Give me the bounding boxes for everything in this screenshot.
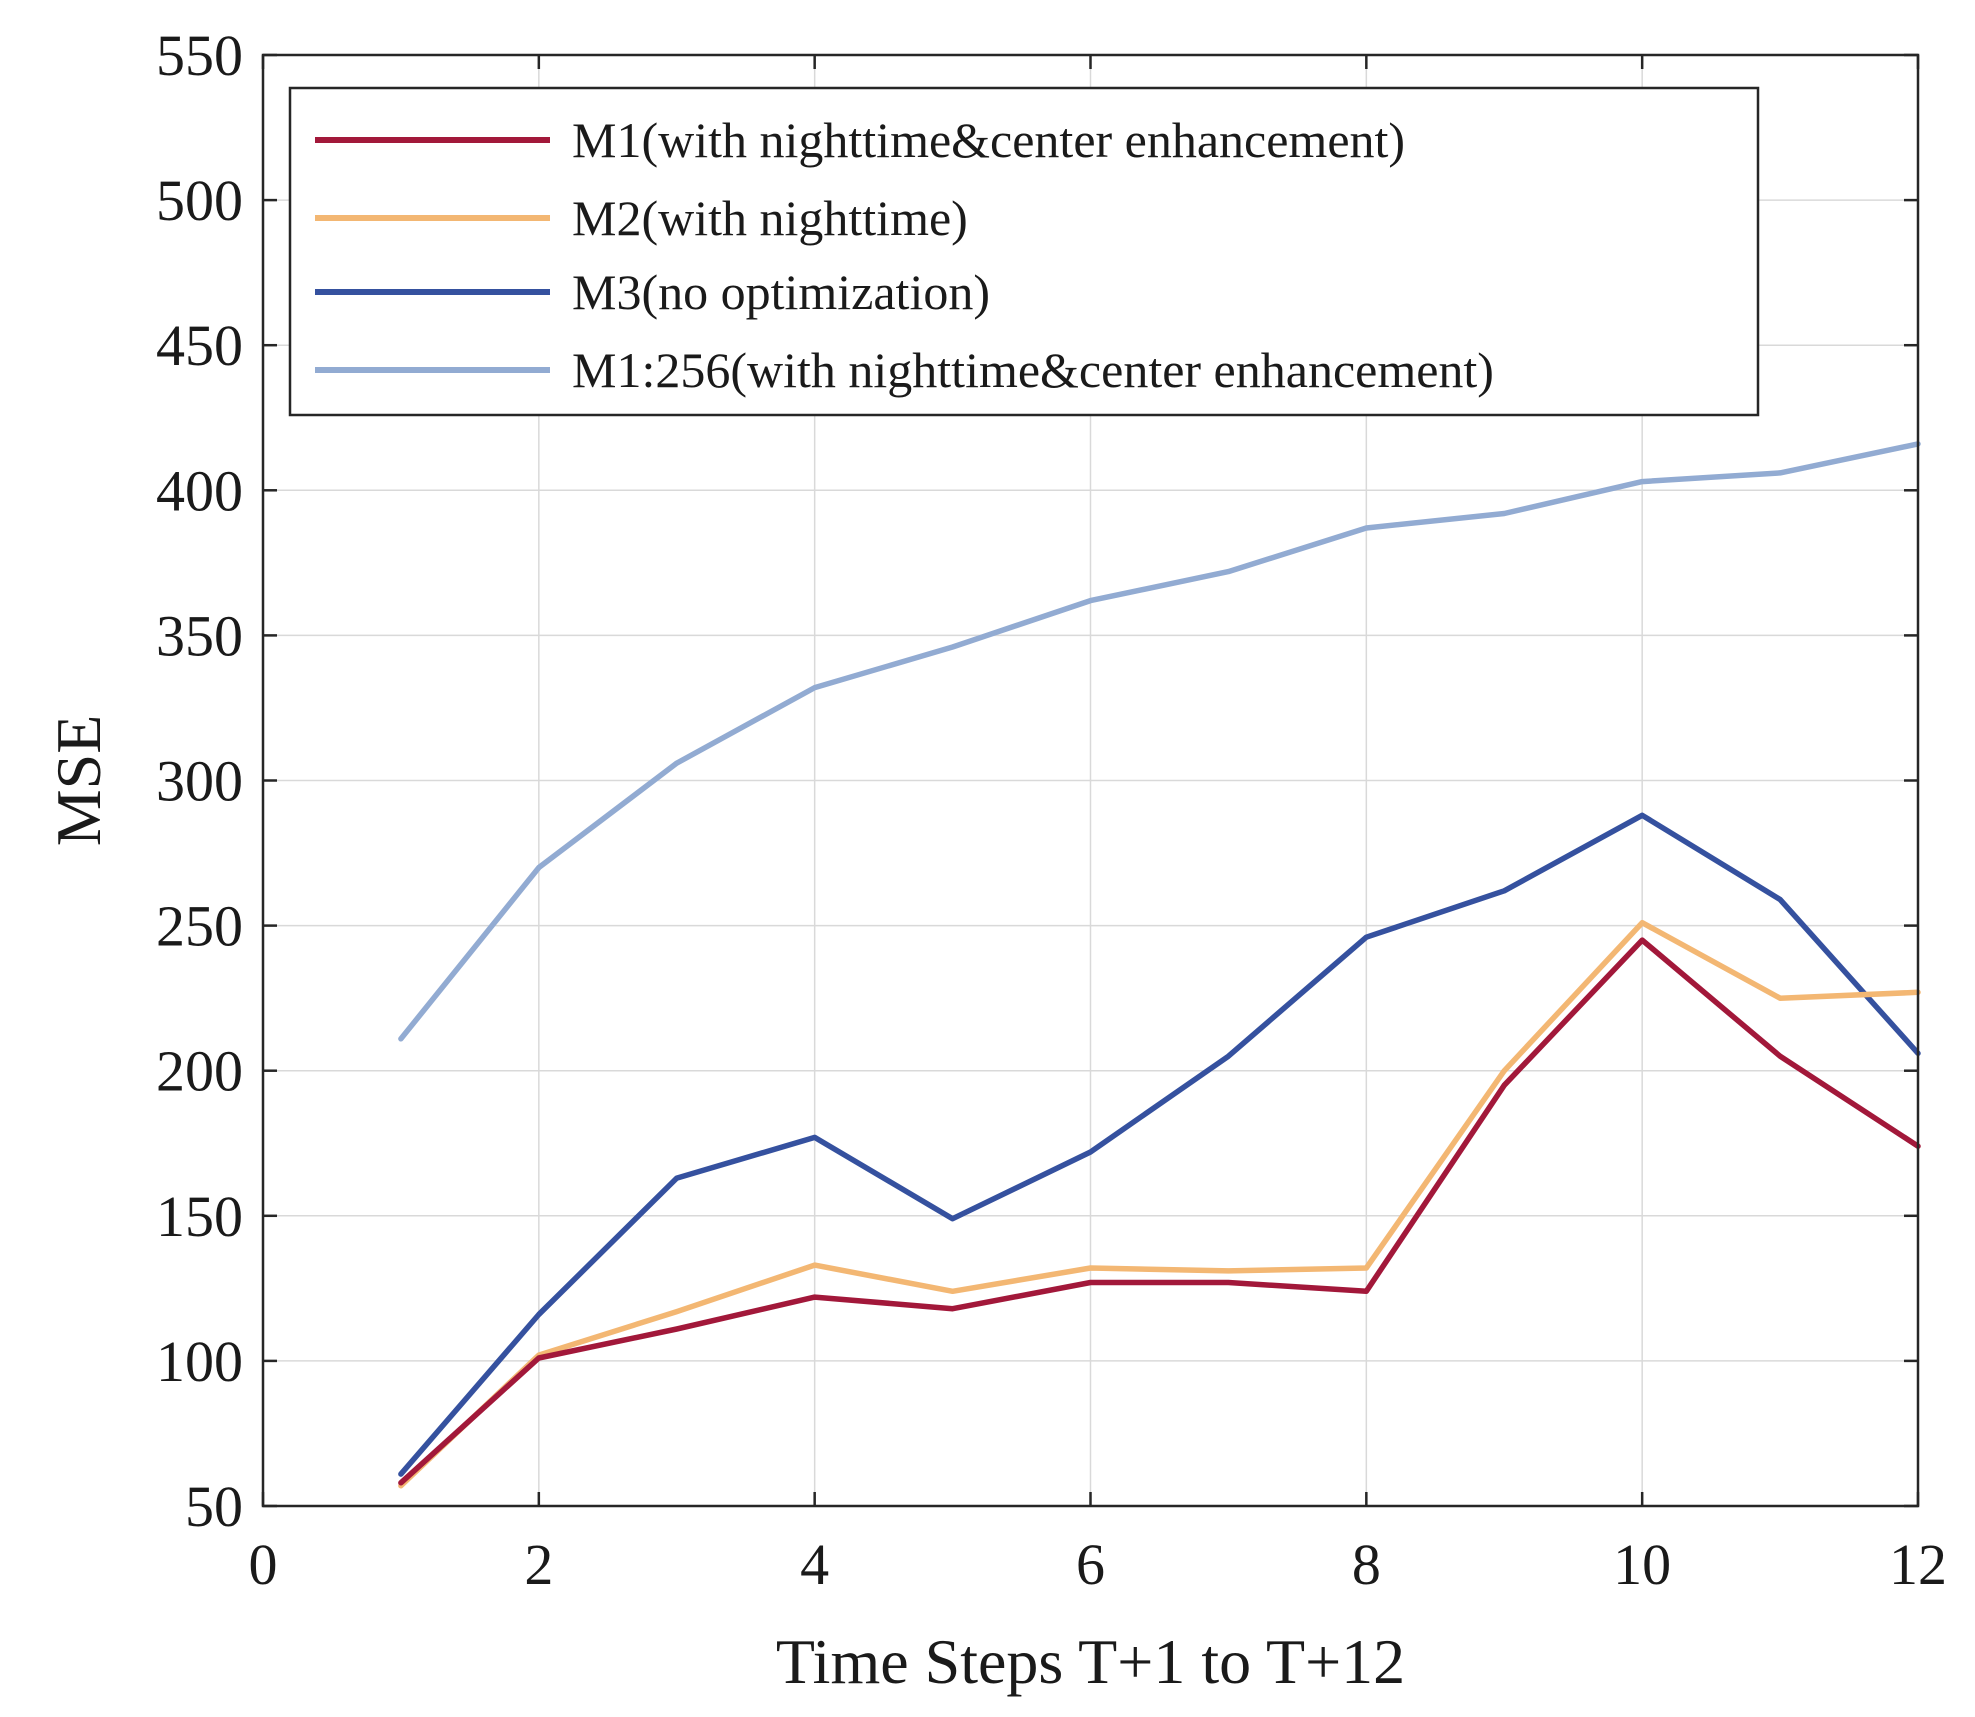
legend-label-1: M1(with nighttime&center enhancement) xyxy=(572,112,1405,168)
x-tick-label: 6 xyxy=(1076,1532,1105,1597)
legend-label-4: M1:256(with nighttime&center enhancement… xyxy=(572,342,1494,398)
y-tick-label: 500 xyxy=(156,168,243,233)
x-tick-label: 8 xyxy=(1352,1532,1381,1597)
legend-label-2: M2(with nighttime) xyxy=(572,190,968,246)
y-tick-label: 250 xyxy=(156,894,243,959)
y-axis-title: MSE xyxy=(43,715,114,847)
x-tick-label: 0 xyxy=(249,1532,278,1597)
x-tick-label: 2 xyxy=(524,1532,553,1597)
y-tick-label: 100 xyxy=(156,1329,243,1394)
y-tick-label: 400 xyxy=(156,458,243,523)
y-tick-label: 450 xyxy=(156,313,243,378)
legend-label-3: M3(no optimization) xyxy=(572,264,990,320)
y-tick-label: 200 xyxy=(156,1039,243,1104)
series-line-3 xyxy=(398,812,1921,1477)
y-tick-label: 300 xyxy=(156,749,243,814)
series-line-4 xyxy=(398,441,1921,1042)
y-tick-label: 550 xyxy=(156,23,243,88)
x-tick-label: 12 xyxy=(1889,1532,1947,1597)
y-tick-label: 350 xyxy=(156,603,243,668)
series-line-2 xyxy=(398,919,1921,1489)
series-line-1 xyxy=(398,937,1921,1486)
axis-ticks: 0 2 4 6 8 10 12 50 100 150 200 250 300 350 400 450 500 55… xyxy=(156,23,1947,1597)
x-tick-label: 4 xyxy=(800,1532,829,1597)
x-tick-label: 10 xyxy=(1613,1532,1671,1597)
legend: M1(with nighttime&center enhancement) M2(… xyxy=(288,86,1760,417)
series-lines xyxy=(398,441,1921,1489)
y-tick-label: 50 xyxy=(185,1474,243,1539)
x-axis-title: Time Steps T+1 to T+12 xyxy=(776,1626,1405,1697)
y-tick-label: 150 xyxy=(156,1184,243,1249)
